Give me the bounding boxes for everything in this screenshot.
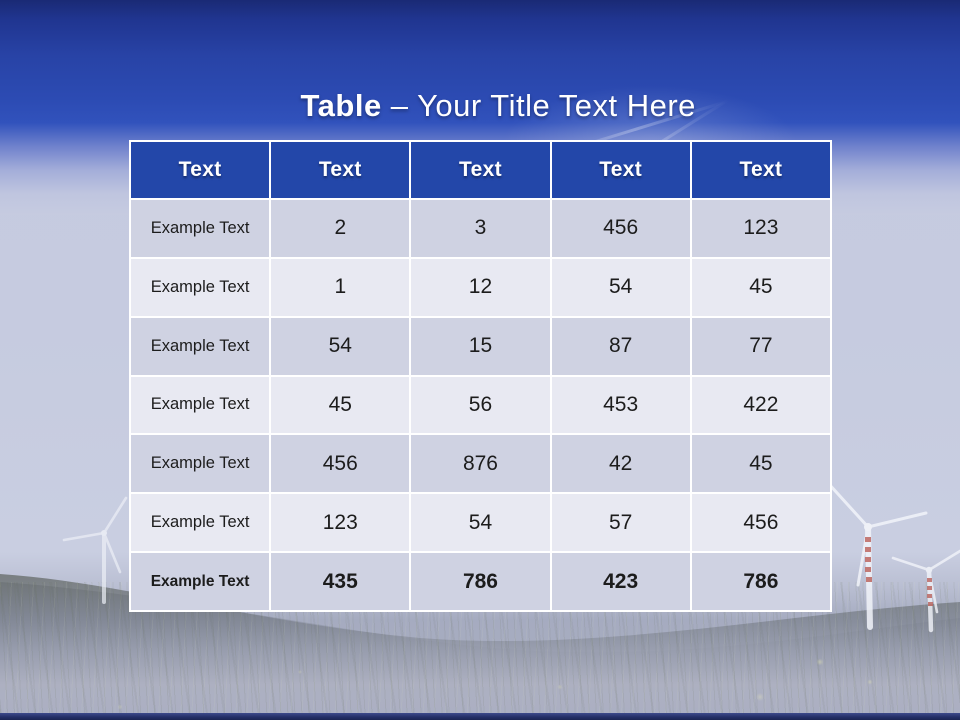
value-cell: 786 (689, 551, 833, 612)
value-cell: 45 (689, 433, 833, 495)
row-label-cell: Example Text (128, 433, 272, 495)
value-cell: 456 (269, 433, 412, 495)
value-cell: 423 (549, 551, 692, 612)
value-cell: 12 (409, 256, 552, 318)
row-label-cell: Example Text (128, 551, 272, 612)
wind-turbine-left (62, 496, 128, 604)
value-cell: 87 (549, 315, 692, 377)
wind-turbine-right-large (826, 481, 928, 630)
value-cell: 54 (269, 315, 412, 377)
table-row: Example Text 435 786 423 786 (128, 551, 833, 612)
table-row: Example Text 2 3 456 123 (128, 198, 833, 259)
value-cell: 3 (409, 198, 552, 259)
header-cell: Text (549, 140, 692, 200)
value-cell: 435 (269, 551, 412, 612)
table-head: Text Text Text Text Text (128, 140, 833, 200)
header-cell: Text (128, 140, 272, 200)
row-label-cell: Example Text (128, 198, 272, 259)
header-cell: Text (689, 140, 833, 200)
value-cell: 2 (269, 198, 412, 259)
value-cell: 422 (689, 374, 833, 436)
value-cell: 54 (409, 492, 552, 554)
value-cell: 45 (269, 374, 412, 436)
value-cell: 57 (549, 492, 692, 554)
value-cell: 786 (409, 551, 552, 612)
wind-turbine-right-small (891, 549, 960, 633)
row-label-cell: Example Text (128, 492, 272, 554)
table-row: Example Text 456 876 42 45 (128, 433, 833, 495)
slide-title-subtitle: – Your Title Text Here (381, 88, 696, 123)
value-cell: 876 (409, 433, 552, 495)
value-cell: 1 (269, 256, 412, 318)
value-cell: 453 (549, 374, 692, 436)
bottom-accent-bar (0, 713, 960, 720)
row-label-cell: Example Text (128, 256, 272, 318)
row-label-cell: Example Text (128, 315, 272, 377)
row-label-cell: Example Text (128, 374, 272, 436)
value-cell: 456 (689, 492, 833, 554)
slide-title-keyword: Table (300, 88, 382, 123)
slide-title: Table – Your Title Text Here (0, 52, 960, 160)
header-cell: Text (269, 140, 412, 200)
table-body: Example Text 2 3 456 123 Example Text 1 12 54 45 E… (128, 198, 833, 612)
value-cell: 56 (409, 374, 552, 436)
table-row: Example Text 45 56 453 422 (128, 374, 833, 436)
header-cell: Text (409, 140, 552, 200)
value-cell: 45 (689, 256, 833, 318)
value-cell: 42 (549, 433, 692, 495)
value-cell: 456 (549, 198, 692, 259)
value-cell: 54 (549, 256, 692, 318)
table-row: Example Text 123 54 57 456 (128, 492, 833, 554)
value-cell: 15 (409, 315, 552, 377)
table-header-row: Text Text Text Text Text (128, 140, 833, 200)
table-row: Example Text 1 12 54 45 (128, 256, 833, 318)
wildflower-dots (0, 612, 960, 714)
table-row: Example Text 54 15 87 77 (128, 315, 833, 377)
value-cell: 123 (689, 198, 833, 259)
value-cell: 77 (689, 315, 833, 377)
value-cell: 123 (269, 492, 412, 554)
data-table: Text Text Text Text Text Example Text 2 3 456 12… (128, 140, 833, 612)
